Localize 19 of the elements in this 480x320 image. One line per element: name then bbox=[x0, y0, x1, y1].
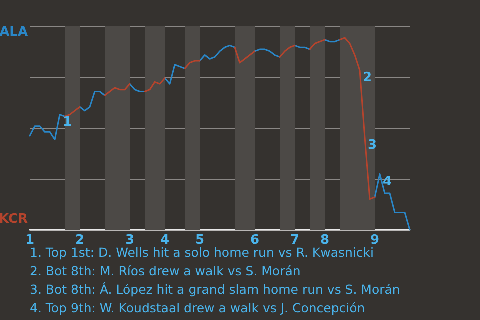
text: 3. Bot 8th: Á. López hit a grand slam home run vs S. Morán bbox=[30, 282, 400, 297]
text: 1. Top 1st: D. Wells hit a solo home run vs R. Kwasnicki bbox=[30, 245, 374, 260]
text: 2. Bot 8th: M. Ríos drew a walk vs S. Morán bbox=[30, 264, 301, 278]
x-tick-label: 8 bbox=[320, 233, 330, 248]
text: KCR bbox=[0, 212, 28, 227]
x-tick-label: 2 bbox=[75, 233, 85, 248]
x-tick-label: 9 bbox=[370, 233, 380, 248]
x-tick-label: 4 bbox=[160, 233, 170, 248]
x-tick-label: 5 bbox=[195, 233, 205, 248]
x-tick-label: 1 bbox=[25, 233, 35, 248]
x-tick-label: 3 bbox=[125, 233, 135, 248]
text: ALA bbox=[0, 25, 28, 40]
annotation: 1 bbox=[63, 114, 72, 130]
text: 4. Top 9th: W. Koudstaal drew a walk vs J. Concepción bbox=[30, 300, 366, 316]
x-tick-label: 6 bbox=[250, 233, 260, 248]
annotation: 4 bbox=[383, 174, 392, 190]
x-tick-label: 7 bbox=[290, 233, 300, 248]
annotation: 3 bbox=[368, 138, 378, 153]
annotation: 2 bbox=[363, 70, 372, 86]
